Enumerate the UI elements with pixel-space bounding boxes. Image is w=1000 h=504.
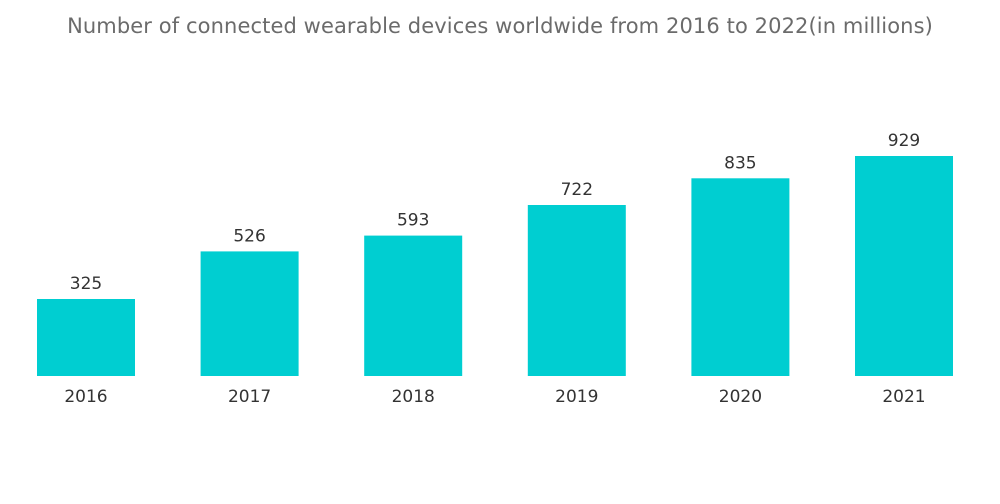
x-tick-label-2018: 2018 (392, 387, 435, 407)
bar-value-label-2019: 722 (561, 180, 593, 200)
x-axis-ticks: 2016 2017 2018 2019 2020 2021 (64, 387, 925, 407)
bar-value-label-2016: 325 (70, 274, 102, 294)
x-tick-label-2019: 2019 (555, 387, 598, 407)
x-tick-label-2017: 2017 (228, 387, 271, 407)
bar-value-label-2017: 526 (233, 226, 265, 246)
bar-2016 (37, 299, 135, 376)
chart-title: Number of connected wearable devices wor… (67, 14, 933, 38)
bar-value-label-2020: 835 (724, 153, 756, 173)
bar-2020 (691, 178, 790, 376)
bar-value-label-2018: 593 (397, 211, 429, 231)
bar-2021 (855, 156, 953, 376)
bar-2017 (200, 251, 299, 376)
bar-2018 (364, 235, 463, 376)
bar-value-label-2021: 929 (888, 131, 920, 151)
bar-2019 (527, 205, 626, 376)
bar-labels-group: 325 526 593 722 835 929 (70, 131, 920, 294)
x-tick-label-2021: 2021 (882, 387, 925, 407)
x-tick-label-2020: 2020 (719, 387, 762, 407)
bars-group (37, 156, 953, 376)
x-tick-label-2016: 2016 (64, 387, 107, 407)
